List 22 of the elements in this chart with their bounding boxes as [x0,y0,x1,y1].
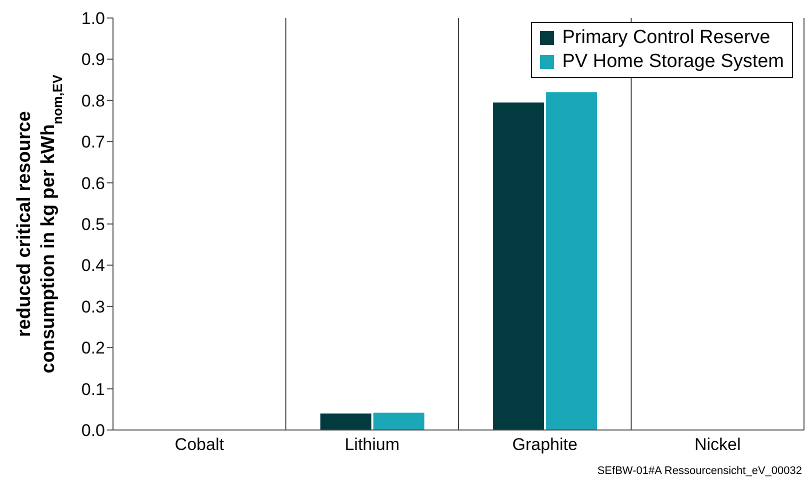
y-tick-label: 0.1 [81,380,105,399]
legend-label: Primary Control Reserve [561,26,772,50]
y-tick-label: 0.3 [81,297,105,316]
x-tick-label: Lithium [344,435,400,454]
x-tick-label: Cobalt [174,435,224,454]
y-tick-label: 1.0 [81,9,105,28]
x-tick-label: Graphite [512,435,578,454]
bar [373,412,424,430]
x-tick-label: Nickel [694,435,741,454]
y-tick-label: 0.2 [81,338,105,358]
y-tick-label: 0.6 [81,174,105,193]
y-tick-label: 0.9 [81,50,105,70]
bar [320,414,372,430]
y-tick-label: 0.5 [81,215,105,234]
y-tick-label: 0.4 [81,256,105,276]
y-tick-label: 0.7 [81,132,105,152]
legend-label: PV Home Storage System [561,50,784,74]
bar [546,92,598,430]
bar [493,102,544,430]
y-tick-label: 0.0 [81,421,105,440]
y-tick-label: 0.8 [81,91,105,110]
text: SEfBW-01#A Ressourcensicht_eV_00032 [597,465,802,477]
